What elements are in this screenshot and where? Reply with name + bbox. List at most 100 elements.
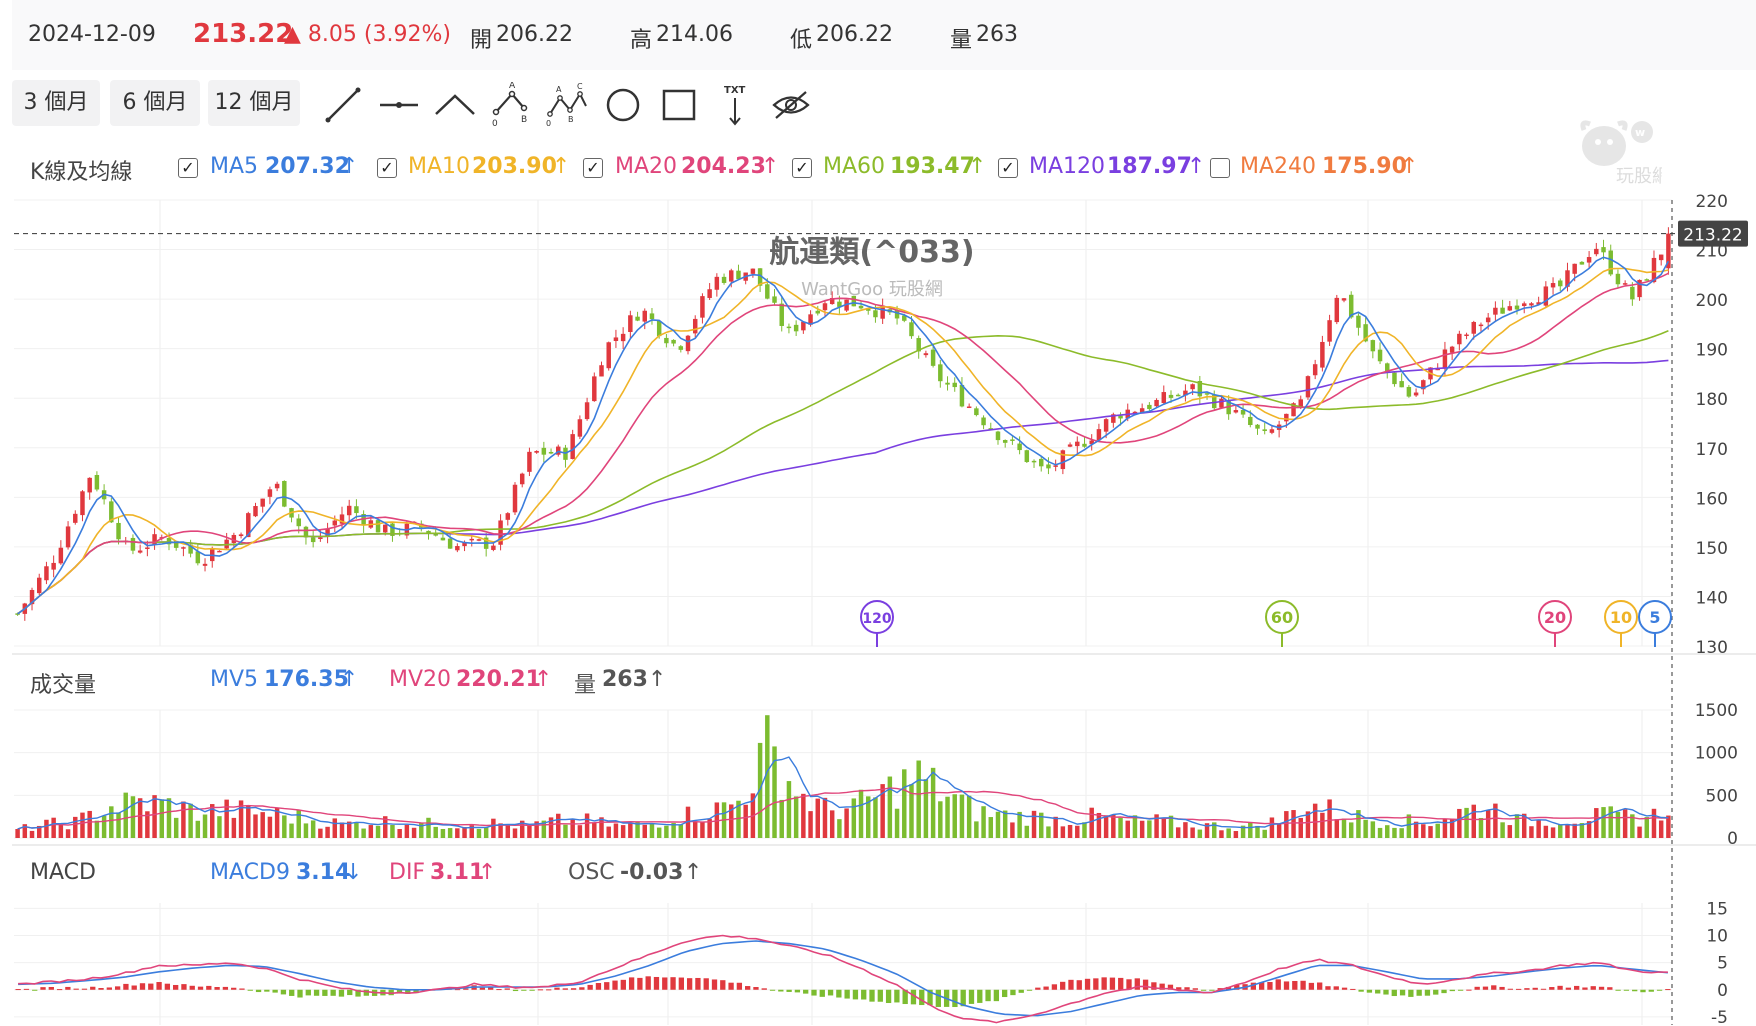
osc-bar	[604, 982, 610, 990]
osc-bar	[1010, 989, 1016, 996]
candle-body	[116, 522, 121, 540]
candle-body	[1651, 257, 1657, 283]
abcd-pattern-tool-icon[interactable]: A C 0 B	[544, 82, 590, 128]
osc-bar	[786, 989, 792, 992]
candle-body	[1161, 392, 1167, 404]
volume-bar	[1046, 826, 1051, 838]
candle-body	[1341, 298, 1347, 301]
osc-bar	[156, 982, 162, 990]
ma5-checkbox[interactable]: ✓	[178, 158, 198, 178]
volume-bar	[1175, 827, 1181, 838]
line-tool-icon[interactable]	[320, 82, 366, 128]
horizontal-line-tool-icon[interactable]	[376, 82, 422, 128]
osc-bar	[977, 989, 983, 1003]
osc-bar	[289, 989, 295, 996]
range-6m-button[interactable]: 6 個月	[110, 80, 200, 126]
volume-bar	[829, 810, 835, 838]
volume-bar	[339, 822, 345, 838]
volume-bar	[1658, 820, 1664, 838]
osc-bar	[214, 987, 220, 990]
osc-bar	[1043, 986, 1049, 990]
osc-bar	[1200, 989, 1207, 991]
volume-bar	[181, 801, 186, 838]
macd-tick-label: -5	[1711, 1008, 1728, 1026]
candle-body	[750, 268, 756, 274]
candle-body	[1262, 429, 1267, 432]
osc-bar	[902, 989, 908, 1005]
osc-bar	[1283, 981, 1290, 990]
osc-bar	[23, 988, 30, 990]
volume-bar	[1615, 811, 1621, 838]
osc-bar	[405, 989, 411, 994]
candle-body	[923, 353, 929, 356]
ma120-checkbox[interactable]: ✓	[998, 158, 1018, 178]
candle-body	[447, 538, 453, 549]
ma60-checkbox[interactable]: ✓	[792, 158, 812, 178]
candle-body	[548, 451, 554, 454]
osc-bar	[355, 989, 361, 997]
angle-tool-icon[interactable]	[432, 82, 478, 128]
ma20-checkbox[interactable]: ✓	[583, 158, 603, 178]
osc-bar	[1109, 977, 1116, 990]
volume-bar	[145, 811, 150, 838]
volume-bar	[94, 820, 100, 838]
abc-pattern-tool-icon[interactable]: A 0 B	[488, 82, 534, 128]
hide-drawings-icon[interactable]	[768, 82, 814, 128]
volume-bar	[318, 828, 323, 838]
volume-bar	[1550, 827, 1556, 838]
range-12m-button[interactable]: 12 個月	[208, 80, 300, 126]
volume-bar	[1406, 814, 1412, 838]
price-tick-label: 140	[1696, 588, 1728, 608]
osc-bar	[1333, 986, 1339, 990]
volume-bar	[700, 821, 705, 838]
volume-bar	[440, 828, 446, 838]
candle-body	[916, 338, 921, 352]
text-tool-icon[interactable]: TXT	[712, 82, 758, 128]
volume-bar	[1039, 812, 1044, 838]
candle-body	[959, 384, 965, 407]
osc-bar	[114, 986, 121, 990]
rectangle-tool-icon[interactable]	[656, 82, 702, 128]
candle-body	[894, 310, 900, 319]
mv5-up-icon: ↑	[340, 667, 359, 692]
macd9-arrow-icon: ↓	[344, 860, 363, 885]
ma10-checkbox[interactable]: ✓	[377, 158, 397, 178]
candle-body	[613, 337, 619, 342]
volume-bar	[793, 796, 799, 838]
osc-bar	[1399, 989, 1406, 996]
svg-text:C: C	[577, 82, 583, 91]
ma10-line	[17, 267, 1669, 615]
osc-bar	[769, 989, 776, 991]
osc-bar	[579, 987, 585, 990]
ma240-checkbox[interactable]	[1210, 158, 1230, 178]
candle-body	[1478, 324, 1484, 327]
osc-bar	[305, 989, 311, 996]
osc-bar	[1391, 989, 1397, 997]
volume-bar	[210, 804, 215, 838]
vol-value: 263	[602, 667, 648, 692]
candle-body	[858, 305, 864, 309]
volume-bar	[1637, 826, 1642, 838]
candle-body	[1031, 460, 1037, 463]
osc-bar	[1607, 987, 1613, 990]
candle-body	[1586, 257, 1592, 263]
candle-body	[1067, 444, 1073, 447]
volume-bar	[1154, 814, 1159, 838]
osc-bar	[313, 989, 320, 996]
volume-bar	[1320, 812, 1325, 838]
circle-tool-icon[interactable]	[600, 82, 646, 128]
volume-bar	[916, 760, 921, 838]
candle-body	[815, 310, 821, 314]
osc-bar	[463, 988, 469, 990]
candle-body	[1255, 424, 1260, 429]
osc-bar	[1341, 987, 1348, 990]
quote-price: 213.22	[193, 19, 294, 49]
osc-bar	[264, 989, 270, 992]
osc-bar	[181, 984, 187, 990]
candle-body	[354, 506, 359, 514]
volume-bar	[887, 776, 893, 838]
range-3m-button[interactable]: 3 個月	[12, 80, 100, 126]
volume-bar	[101, 815, 107, 838]
candle-body	[930, 349, 936, 366]
candle-body	[1536, 302, 1541, 305]
